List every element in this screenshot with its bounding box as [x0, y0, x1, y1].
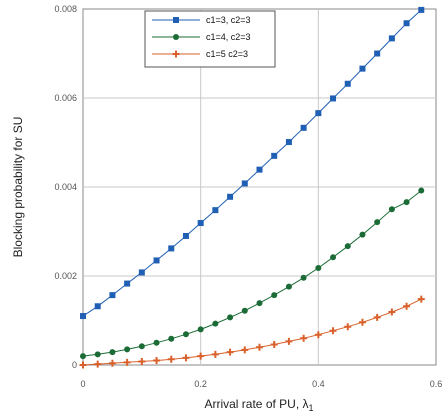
data-point-square	[109, 292, 116, 299]
data-point-circle	[256, 300, 263, 307]
legend-label: c1=5 c2=3	[206, 49, 248, 59]
x-axis-title: Arrival rate of PU, λ1	[204, 397, 313, 413]
y-tick-label: 0.006	[54, 93, 77, 103]
data-point-plus	[417, 295, 425, 303]
legend-marker-square	[173, 17, 179, 23]
data-point-square	[124, 280, 131, 287]
data-point-circle	[315, 264, 322, 271]
data-point-square	[168, 245, 175, 252]
data-point-square	[138, 269, 145, 276]
data-point-plus	[211, 350, 219, 358]
data-point-plus	[314, 331, 322, 339]
data-point-circle	[80, 353, 86, 360]
data-point-circle	[227, 314, 234, 321]
x-tick-label: 0.2	[194, 379, 207, 389]
data-point-plus	[403, 302, 411, 310]
tick-labels: 0 0.2 0.4 0.6 0 0.002 0.004 0.006 0.008	[54, 4, 442, 389]
data-point-circle	[94, 351, 101, 358]
data-point-plus	[344, 323, 352, 331]
data-point-plus	[79, 361, 87, 369]
data-point-square	[330, 95, 337, 102]
grid-lines	[83, 9, 436, 365]
data-point-square	[94, 303, 101, 310]
data-point-square	[241, 180, 248, 187]
data-point-circle	[300, 274, 307, 281]
data-point-circle	[418, 187, 425, 194]
data-point-circle	[124, 346, 131, 353]
data-point-plus	[226, 348, 234, 356]
data-point-plus	[388, 308, 396, 316]
data-point-circle	[153, 339, 160, 346]
x-tick-label: 0.6	[430, 379, 442, 389]
data-point-plus	[270, 341, 278, 349]
series-1	[80, 6, 425, 320]
data-point-circle	[168, 335, 175, 342]
data-point-circle	[241, 307, 248, 314]
data-point-plus	[108, 359, 116, 367]
data-point-plus	[285, 337, 293, 345]
legend-marker-circle	[173, 34, 179, 40]
data-point-plus	[329, 327, 337, 335]
data-point-square	[285, 139, 292, 146]
data-point-square	[300, 124, 307, 131]
data-point-plus	[123, 358, 131, 366]
legend-label: c1=4, c2=3	[206, 32, 251, 42]
data-point-square	[359, 65, 366, 72]
data-point-square	[315, 110, 322, 117]
data-point-square	[271, 152, 278, 159]
data-point-circle	[212, 320, 219, 327]
series-2	[80, 187, 425, 360]
series-layer	[79, 6, 425, 369]
data-point-square	[374, 50, 381, 57]
data-point-square	[80, 313, 86, 320]
y-tick-label: 0	[72, 360, 77, 370]
data-point-plus	[241, 346, 249, 354]
data-point-square	[182, 232, 189, 239]
series-3	[79, 295, 425, 369]
data-point-plus	[167, 355, 175, 363]
data-point-plus	[182, 354, 190, 362]
data-point-circle	[182, 331, 189, 338]
data-point-square	[212, 207, 219, 214]
y-tick-label: 0.008	[54, 4, 77, 14]
data-point-circle	[271, 292, 278, 299]
data-point-square	[256, 166, 263, 173]
data-point-square	[388, 35, 395, 42]
y-tick-label: 0.002	[54, 271, 77, 281]
data-point-circle	[344, 243, 351, 250]
data-point-circle	[359, 231, 366, 238]
data-point-plus	[358, 318, 366, 326]
data-point-plus	[300, 334, 308, 342]
data-point-circle	[109, 349, 116, 356]
data-point-plus	[138, 357, 146, 365]
legend-label: c1=3, c2=3	[206, 15, 251, 25]
data-point-circle	[285, 283, 292, 290]
data-point-square	[197, 220, 204, 227]
data-point-square	[227, 193, 234, 200]
data-point-square	[418, 6, 425, 13]
data-point-circle	[330, 254, 337, 261]
data-point-circle	[403, 199, 410, 206]
y-axis-title: Blocking probability for SU	[11, 117, 25, 258]
data-point-circle	[197, 326, 204, 333]
data-point-square	[153, 257, 160, 264]
data-point-plus	[94, 360, 102, 368]
x-tick-label: 0.4	[312, 379, 325, 389]
data-point-circle	[388, 206, 395, 213]
data-point-plus	[153, 357, 161, 365]
data-point-plus	[256, 343, 263, 351]
x-tick-label: 0	[80, 379, 85, 389]
data-point-circle	[374, 219, 381, 226]
legend: c1=3, c2=3 c1=4, c2=3 c1=5 c2=3	[144, 10, 276, 68]
data-point-circle	[138, 343, 145, 350]
data-point-square	[344, 80, 351, 87]
y-tick-label: 0.004	[54, 182, 77, 192]
data-point-plus	[197, 352, 205, 360]
data-point-square	[403, 20, 410, 27]
data-point-plus	[373, 313, 381, 321]
legend-marker-plus	[172, 50, 180, 58]
